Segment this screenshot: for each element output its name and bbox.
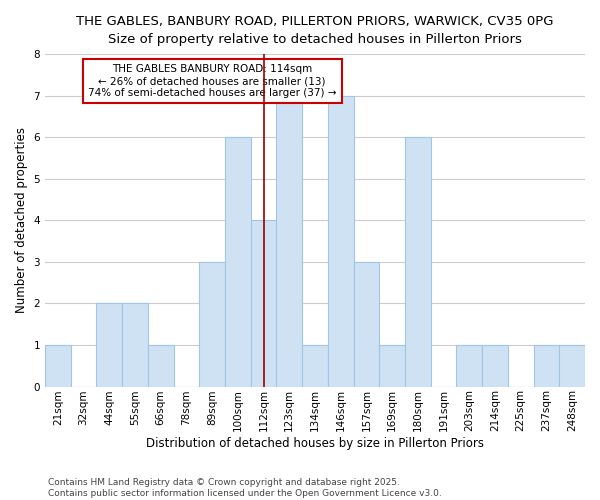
Bar bbox=[379, 345, 405, 387]
Bar bbox=[45, 345, 71, 387]
Bar bbox=[482, 345, 508, 387]
Bar bbox=[457, 345, 482, 387]
Text: Contains HM Land Registry data © Crown copyright and database right 2025.
Contai: Contains HM Land Registry data © Crown c… bbox=[48, 478, 442, 498]
Bar bbox=[251, 220, 277, 386]
X-axis label: Distribution of detached houses by size in Pillerton Priors: Distribution of detached houses by size … bbox=[146, 437, 484, 450]
Bar bbox=[122, 304, 148, 386]
Y-axis label: Number of detached properties: Number of detached properties bbox=[15, 128, 28, 314]
Bar bbox=[148, 345, 173, 387]
Bar bbox=[277, 96, 302, 387]
Bar bbox=[97, 304, 122, 386]
Bar bbox=[405, 137, 431, 386]
Title: THE GABLES, BANBURY ROAD, PILLERTON PRIORS, WARWICK, CV35 0PG
Size of property r: THE GABLES, BANBURY ROAD, PILLERTON PRIO… bbox=[76, 15, 554, 46]
Bar bbox=[199, 262, 225, 386]
Bar bbox=[353, 262, 379, 386]
Bar bbox=[328, 96, 353, 387]
Bar bbox=[533, 345, 559, 387]
Text: THE GABLES BANBURY ROAD: 114sqm
← 26% of detached houses are smaller (13)
74% of: THE GABLES BANBURY ROAD: 114sqm ← 26% of… bbox=[88, 64, 337, 98]
Bar bbox=[559, 345, 585, 387]
Bar bbox=[225, 137, 251, 386]
Bar bbox=[302, 345, 328, 387]
